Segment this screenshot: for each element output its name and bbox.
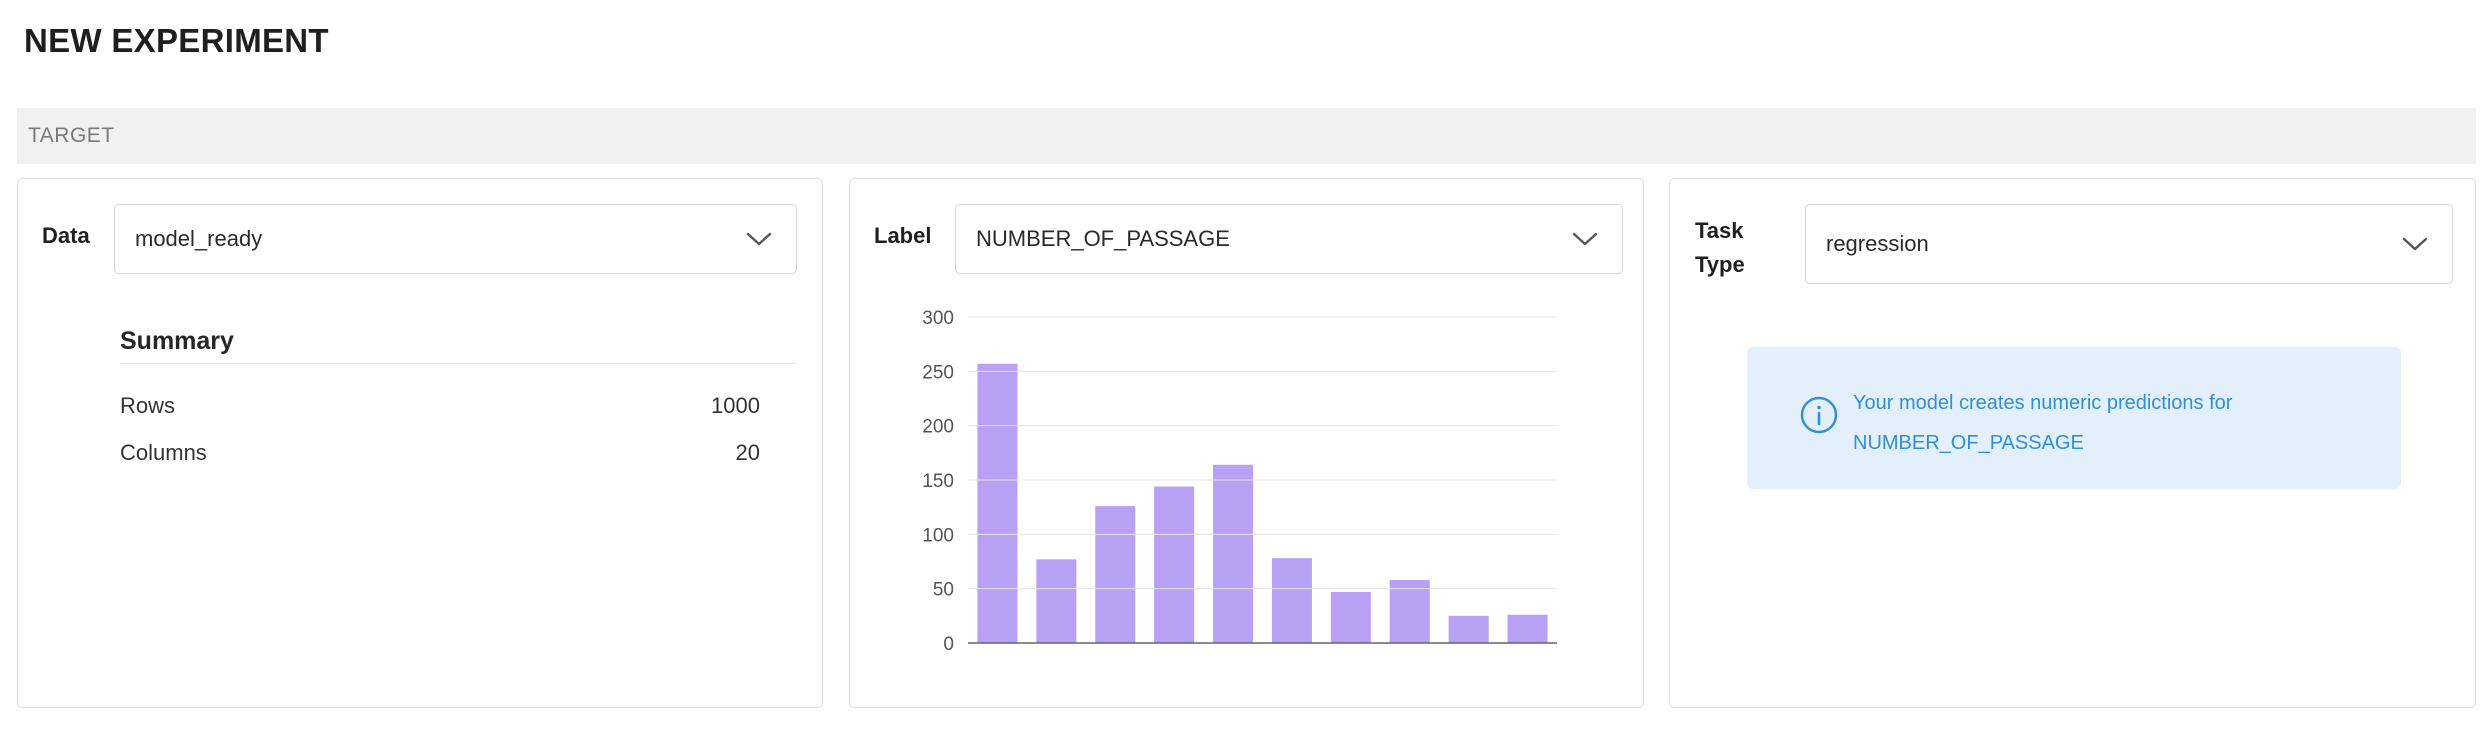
summary-key: Rows xyxy=(120,393,176,418)
chevron-down-icon xyxy=(746,232,772,246)
y-tick-label: 250 xyxy=(922,362,954,383)
data-select[interactable]: model_ready xyxy=(114,204,797,274)
info-icon xyxy=(1800,396,1838,434)
chart-bar[interactable] xyxy=(1507,614,1548,643)
y-tick-label: 0 xyxy=(943,634,954,655)
chart-bar[interactable] xyxy=(1154,486,1195,643)
y-tick-label: 300 xyxy=(922,308,954,329)
data-select-value: model_ready xyxy=(135,226,263,251)
summary-key: Columns xyxy=(120,440,207,465)
data-panel: Data model_ready Summary Rows 1000 Colum… xyxy=(17,178,823,708)
chart-bar[interactable] xyxy=(1213,464,1254,643)
label-select[interactable]: NUMBER_OF_PASSAGE xyxy=(955,204,1623,274)
y-tick-label: 100 xyxy=(922,525,954,546)
label-select-value: NUMBER_OF_PASSAGE xyxy=(976,226,1230,251)
task-type-select[interactable]: regression xyxy=(1805,204,2453,284)
section-header-target: TARGET xyxy=(17,108,2476,164)
y-tick-label: 150 xyxy=(922,471,954,492)
chart-bar[interactable] xyxy=(1095,506,1136,643)
task-type-field-label: Task Type xyxy=(1695,218,1745,277)
label-distribution-chart: 0 50 100 150 200 250 300 xyxy=(922,308,1557,655)
summary-value: 1000 xyxy=(711,393,760,418)
task-type-select-value: regression xyxy=(1826,231,1929,256)
page-title: NEW EXPERIMENT xyxy=(24,22,329,59)
y-tick-label: 200 xyxy=(922,417,954,438)
label-panel: Label NUMBER_OF_PASSAGE 0 50 100 150 200 250 3… xyxy=(849,178,1644,708)
summary-title: Summary xyxy=(120,327,234,355)
data-field-label: Data xyxy=(42,223,90,248)
chart-bar[interactable] xyxy=(1271,558,1312,643)
section-label: TARGET xyxy=(28,124,115,147)
info-text: Your model creates numeric predictions f… xyxy=(1853,392,2233,454)
summary-value: 20 xyxy=(735,440,760,465)
y-tick-label: 50 xyxy=(933,580,954,601)
summary-divider xyxy=(120,363,797,364)
chart-bar[interactable] xyxy=(977,363,1018,643)
chevron-down-icon xyxy=(1572,232,1598,246)
chart-bar[interactable] xyxy=(1330,591,1371,643)
task-panel: Task Type regression Your model creates … xyxy=(1669,178,2476,708)
chart-bar[interactable] xyxy=(1036,559,1077,643)
chart-bar[interactable] xyxy=(1448,615,1489,643)
label-field-label: Label xyxy=(874,223,932,248)
chevron-down-icon xyxy=(2402,237,2428,251)
chart-bar[interactable] xyxy=(1389,579,1430,643)
info-alert: Your model creates numeric predictions f… xyxy=(1747,347,2401,489)
